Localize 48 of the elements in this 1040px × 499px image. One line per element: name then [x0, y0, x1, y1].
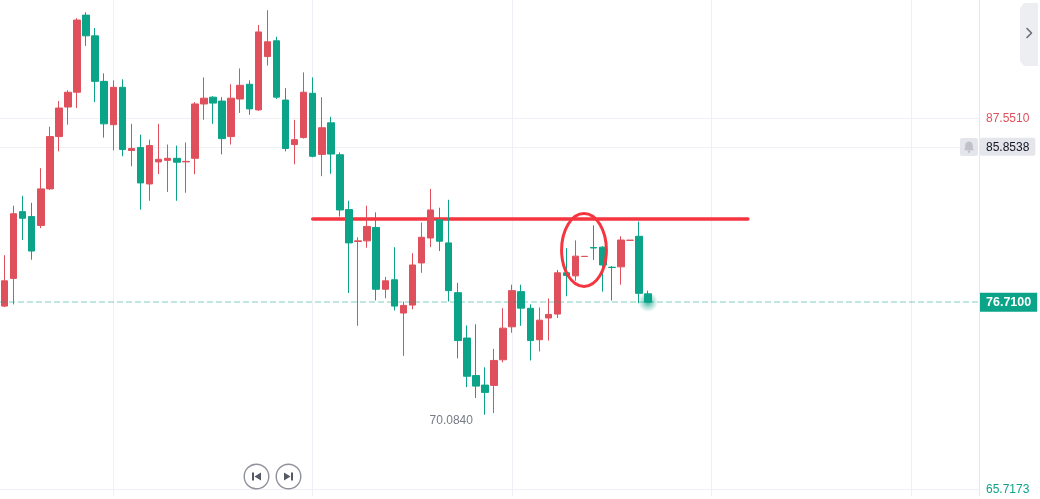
candlestick — [273, 36, 280, 100]
candlestick — [590, 224, 597, 261]
candlestick — [572, 239, 579, 282]
annotation: 70.0840 — [429, 412, 474, 427]
candlestick — [527, 303, 534, 361]
candlestick — [517, 284, 525, 327]
candlestick — [382, 276, 389, 299]
y-tick-label: 87.5510 — [986, 111, 1030, 126]
candlestick — [28, 202, 35, 261]
candlestick — [418, 222, 425, 274]
candlestick — [155, 123, 162, 175]
candlestick — [581, 255, 588, 258]
candlestick — [10, 205, 17, 305]
candlestick — [554, 269, 561, 319]
candlestick — [182, 142, 190, 194]
candlestick — [146, 139, 153, 202]
candlestick — [545, 297, 552, 342]
candlestick — [445, 199, 452, 303]
candlestick — [427, 188, 434, 248]
candlestick — [309, 76, 316, 158]
candlestick — [400, 301, 407, 357]
candlestick — [282, 87, 289, 152]
candlestick — [536, 306, 543, 352]
candlestick — [409, 252, 416, 310]
candlestick — [291, 119, 298, 165]
candlestick — [391, 246, 398, 312]
ref-line-label: 76.7100 — [986, 295, 1032, 310]
candlestick — [436, 207, 443, 252]
candlestick — [246, 79, 253, 116]
candlestick — [173, 145, 181, 202]
candlestick — [318, 96, 326, 177]
candlestick — [1, 254, 8, 308]
candlestick — [499, 307, 507, 363]
candlestick — [508, 284, 516, 334]
y-tick-label: 65.7173 — [986, 481, 1030, 496]
candlestick — [119, 78, 126, 157]
candlestick — [110, 79, 117, 151]
candlestick — [490, 348, 498, 414]
candlestick — [164, 144, 171, 193]
candlestick — [255, 24, 262, 112]
candlestick — [19, 195, 26, 241]
candlestick — [608, 265, 616, 301]
y-tick-label: 85.8538 — [986, 139, 1030, 154]
candlestick — [128, 123, 135, 167]
candlestick — [264, 9, 271, 67]
candlestick — [137, 134, 144, 211]
candlestick — [372, 211, 380, 301]
candlestick — [300, 71, 307, 140]
